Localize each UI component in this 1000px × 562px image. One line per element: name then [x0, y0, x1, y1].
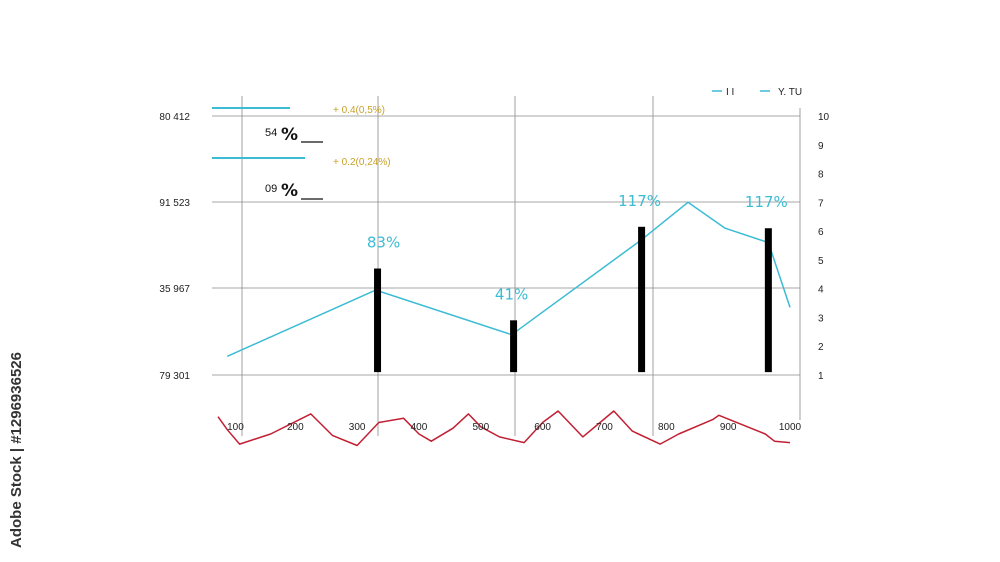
bar-label: 117% — [745, 193, 788, 211]
bar — [764, 228, 772, 373]
series-layer — [217, 201, 791, 447]
x-tick-label: 600 — [534, 422, 551, 433]
right-tick-label: 1 — [818, 371, 824, 382]
right-tick-label: 5 — [818, 256, 824, 267]
right-tick-label: 6 — [818, 227, 824, 238]
series-line-2 — [217, 410, 791, 447]
bar-label: 83% — [367, 234, 400, 252]
x-tick-label: 500 — [472, 422, 489, 433]
bar — [510, 320, 518, 373]
right-tick-label: 2 — [818, 342, 824, 353]
x-tick-label: 800 — [658, 422, 675, 433]
right-tick-label: 10 — [818, 112, 830, 123]
right-tick-label: 8 — [818, 170, 824, 181]
x-tick-label: 700 — [596, 422, 613, 433]
stat-sign-2: % — [281, 181, 298, 201]
left-tick-label: 79 301 — [159, 371, 190, 382]
bars-layer — [374, 226, 772, 373]
bar — [638, 226, 646, 373]
legend: I I Y. TU — [712, 87, 802, 98]
left-tick-label: 91 523 — [159, 198, 190, 209]
bar — [374, 268, 382, 373]
x-tick-label: 400 — [411, 422, 428, 433]
right-tick-label: 9 — [818, 141, 824, 152]
x-tick-label: 900 — [720, 422, 737, 433]
series-line-1 — [226, 201, 791, 357]
legend-label-1: I I — [726, 87, 734, 98]
stat-sign-1: % — [281, 125, 298, 145]
right-tick-label: 3 — [818, 313, 824, 324]
left-tick-label: 35 967 — [159, 284, 190, 295]
stat-delta-1: + 0.4(0,5%) — [333, 105, 385, 116]
legend-label-2: Y. TU — [778, 87, 802, 98]
right-tick-label: 4 — [818, 285, 824, 296]
stats-block: + 0.4(0,5%) 54 % + 0.2(0,24%) 09 % — [212, 105, 391, 201]
x-tick-label: 1000 — [779, 422, 802, 433]
bar-label: 41% — [495, 285, 528, 303]
x-tick-label: 200 — [287, 422, 304, 433]
stat-delta-2: + 0.2(0,24%) — [333, 157, 391, 168]
watermark: Adobe Stock | #1296936526 — [8, 352, 25, 548]
stat-sup-2: 09 — [265, 183, 277, 195]
x-tick-label: 300 — [349, 422, 366, 433]
right-tick-label: 7 — [818, 198, 824, 209]
left-tick-label: 80 412 — [159, 112, 190, 123]
x-tick-label: 100 — [227, 422, 244, 433]
grid — [212, 96, 801, 436]
bar-label: 117% — [618, 192, 661, 210]
stat-sup-1: 54 — [265, 127, 277, 139]
